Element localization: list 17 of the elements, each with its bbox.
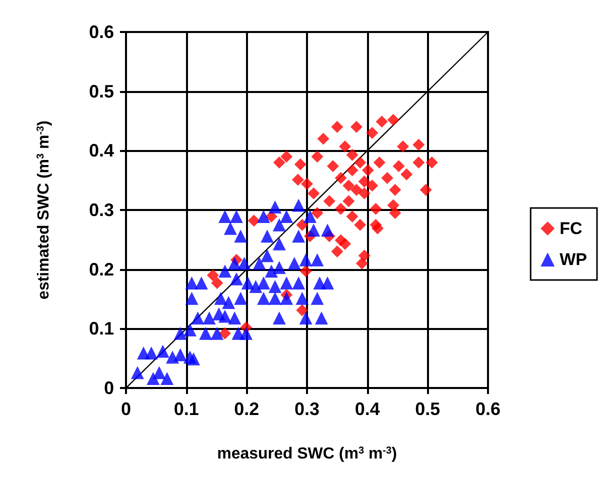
y-tick-label: 0.3 — [88, 200, 114, 220]
y-tick-label: 0.5 — [88, 81, 114, 102]
x-tick-label: 0.6 — [475, 399, 501, 419]
y-tick-label: 0.6 — [88, 22, 114, 42]
x-tick-label: 0.2 — [234, 399, 260, 419]
x-tick-label: 0 — [120, 399, 132, 419]
legend-label: WP — [560, 250, 588, 269]
y-tick-label: 0.4 — [88, 140, 114, 161]
x-tick-label: 0.1 — [174, 399, 199, 419]
x-tick-label: 0.5 — [415, 399, 440, 419]
x-tick-label: 0.4 — [354, 399, 380, 419]
y-axis-title: estimated SWC (m3 m-3) — [36, 120, 52, 300]
x-tick-label: 0.3 — [294, 399, 320, 419]
y-tick-label: 0 — [104, 378, 114, 398]
y-tick-label: 0.2 — [88, 259, 114, 280]
legend-label: FC — [560, 219, 582, 238]
y-tick-label: 0.1 — [88, 318, 114, 339]
